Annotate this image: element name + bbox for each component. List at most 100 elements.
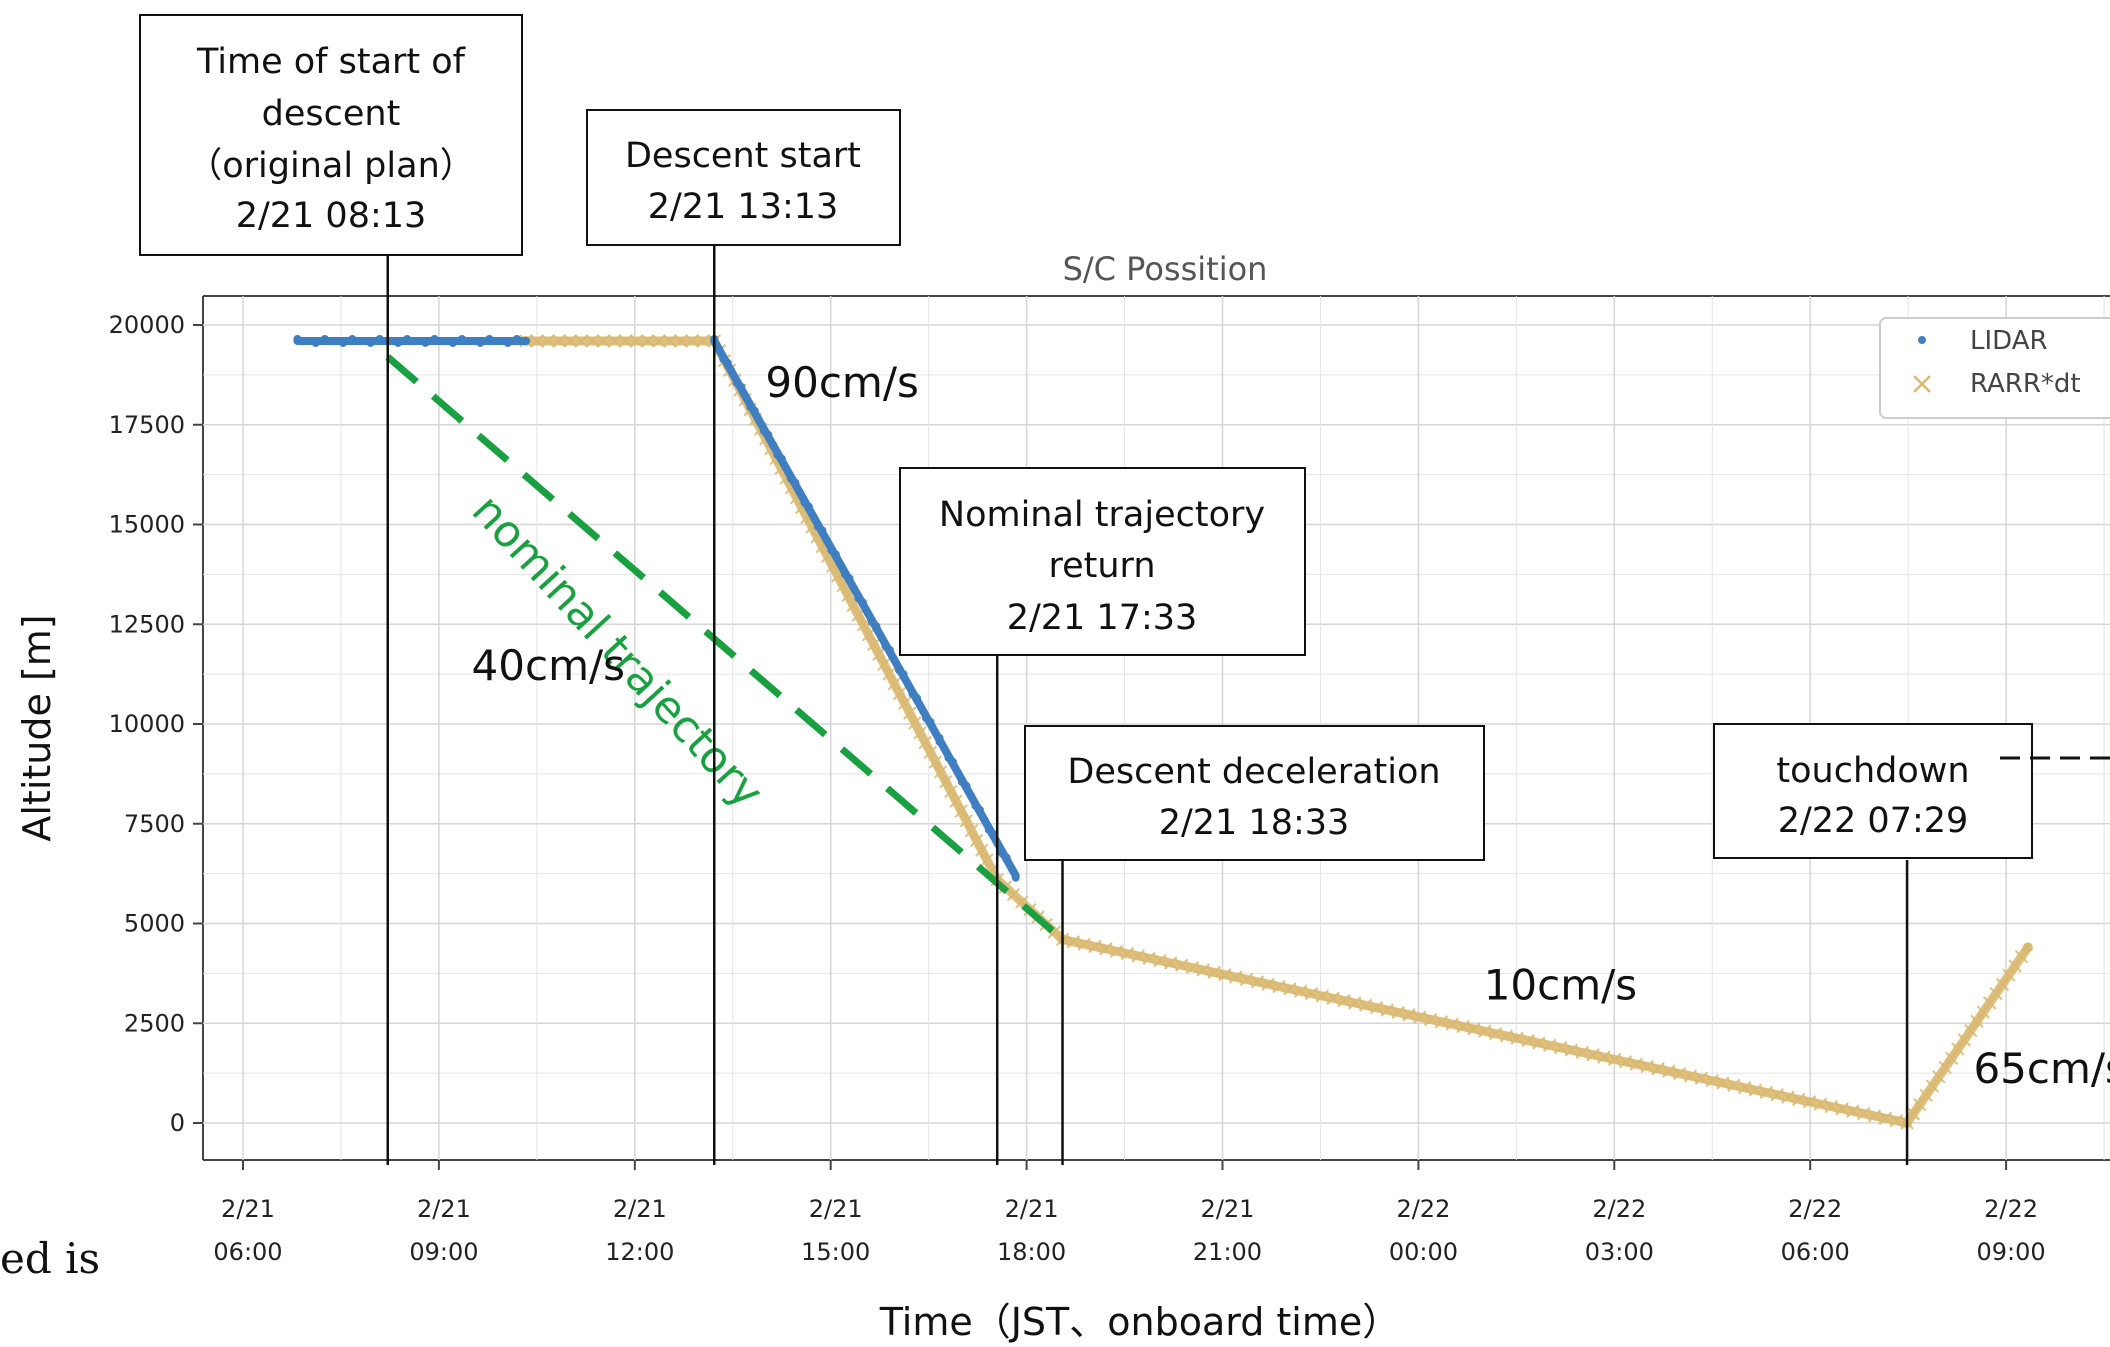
y-tick-label-3: 7500 (124, 810, 185, 838)
lidar-point-1-21 (804, 502, 813, 511)
rarr-point-168 (1963, 1023, 1978, 1038)
lidar-point-1-46 (917, 704, 926, 713)
lidar-point-1-49 (931, 727, 940, 736)
rarr-point-124 (1532, 1036, 1546, 1050)
x-tick-date-1: 2/21 (417, 1195, 471, 1223)
lidar-point-1-6 (737, 382, 746, 391)
callout-descent-deceleration: Descent deceleration 2/21 18:33 (1024, 725, 1485, 861)
lidar-point-1-7 (741, 392, 750, 401)
rarr-point-160 (1913, 1097, 1927, 1112)
lidar-point-0-20 (476, 338, 485, 347)
callout-original-plan-line-2: descent (262, 94, 401, 134)
callout-nominal-return: Nominal trajectory return 2/21 17:33 (899, 467, 1306, 656)
rarr-point-173 (1995, 977, 2010, 992)
lidar-point-0-1 (302, 336, 311, 345)
x-tick-date-4: 2/21 (1005, 1195, 1059, 1223)
rarr-point-46 (856, 618, 871, 632)
rarr-point-8 (607, 334, 622, 348)
lidar-point-2-15 (1002, 853, 1011, 862)
rarr-point-6 (585, 334, 600, 348)
speed-label-0: 90cm/s (765, 358, 918, 407)
lidar-point-0-4 (329, 336, 338, 345)
rarr-point-89 (1153, 953, 1167, 968)
rarr-point-108 (1358, 998, 1373, 1013)
lidar-point-0-17 (448, 338, 457, 347)
rarr-point-101 (1283, 982, 1297, 996)
y-axis-title: Altitude [m] (15, 614, 59, 841)
lidar-point-0-11 (393, 338, 402, 347)
callout-original-plan-line-4: 2/21 08:13 (236, 196, 427, 236)
callout-descent-start-line-2: 2/21 13:13 (648, 187, 839, 227)
rarr-point-48 (867, 637, 881, 652)
x-axis-ticks: 2/21 06:00 2/21 09:00 2/21 12:00 2/21 15:00 2/21… (213, 1160, 2046, 1266)
rarr-point-112 (1402, 1008, 1416, 1022)
speed-labels: 90cm/s 40cm/s 10cm/s 65cm/s (472, 358, 2110, 1093)
rarr-point-120 (1488, 1026, 1503, 1041)
lidar-point-1-37 (876, 632, 885, 641)
lidar-point-1-24 (818, 526, 827, 535)
x-tick-time-8: 06:00 (1781, 1238, 1850, 1266)
rarr-point-92 (1185, 960, 1200, 975)
x-tick-date-6: 2/22 (1396, 1195, 1450, 1223)
rarr-point-103 (1304, 986, 1319, 1001)
rarr-point-126 (1553, 1040, 1568, 1055)
x-tick-date-3: 2/21 (809, 1195, 863, 1223)
rarr-point-127 (1564, 1043, 1579, 1057)
lidar-point-2-0 (935, 733, 944, 742)
rarr-point-137 (1672, 1066, 1687, 1081)
rarr-point-153 (1846, 1104, 1860, 1118)
rarr-point-83 (1088, 939, 1102, 954)
rarr-point-90 (1164, 956, 1178, 970)
rarr-point-128 (1575, 1045, 1589, 1060)
lidar-point-0-5 (339, 338, 348, 347)
rarr-point-66 (959, 814, 974, 828)
lidar-point-0-19 (467, 336, 476, 345)
lidar-point-2-1 (940, 743, 949, 752)
rarr-point-121 (1499, 1029, 1514, 1043)
speed-label-3: 65cm/s (1973, 1044, 2110, 1093)
callout-original-plan: Time of start of descent （original plan）… (139, 14, 523, 256)
rarr-point-84 (1099, 942, 1113, 956)
rarr-point-56 (908, 716, 922, 730)
lidar-point-1-34 (863, 608, 872, 617)
rarr-point-14 (674, 334, 688, 348)
lidar-point-1-13 (768, 440, 777, 449)
x-tick-time-4: 18:00 (997, 1238, 1066, 1266)
lidar-point-1-18 (791, 478, 800, 487)
rarr-point-106 (1337, 993, 1351, 1008)
lidar-point-1-27 (831, 550, 840, 559)
y-tick-label-2: 5000 (124, 910, 185, 938)
x-tick-date-5: 2/21 (1201, 1195, 1255, 1223)
rarr-point-60 (928, 755, 943, 769)
rarr-point-167 (1957, 1033, 1971, 1047)
rarr-point-96 (1229, 970, 1243, 984)
lidar-point-0-14 (421, 338, 430, 347)
callout-descent-start-line-1: Descent start (625, 136, 861, 176)
lidar-point-1-4 (728, 368, 737, 377)
lidar-point-1-25 (822, 536, 831, 545)
lidar-point-1-16 (782, 464, 791, 473)
lidar-point-2-17 (1011, 873, 1020, 882)
rarr-point-51 (882, 667, 896, 681)
x-tick-date-2: 2/21 (613, 1195, 667, 1223)
rarr-point-163 (1932, 1070, 1946, 1084)
rarr-point-50 (877, 657, 891, 671)
x-axis-title: Time（JST、onboard time） (879, 1300, 1401, 1344)
lidar-point-2-16 (1007, 863, 1016, 872)
x-tick-time-6: 00:00 (1389, 1238, 1458, 1266)
rarr-point-122 (1510, 1031, 1524, 1045)
lidar-point-2-6 (962, 781, 971, 790)
lidar-point-0-13 (412, 336, 421, 345)
rarr-point-47 (861, 628, 876, 642)
lidar-point-1-28 (836, 560, 845, 569)
rarr-point-3 (552, 334, 566, 348)
rarr-point-2 (541, 334, 555, 348)
rarr-point-67 (964, 823, 979, 838)
rarr-point-82 (1077, 937, 1091, 951)
lidar-point-1-22 (809, 512, 818, 521)
lidar-point-2-9 (975, 805, 984, 814)
rarr-point-130 (1597, 1050, 1611, 1064)
y-tick-label-5: 12500 (109, 610, 185, 638)
rarr-point-171 (1983, 996, 1997, 1010)
